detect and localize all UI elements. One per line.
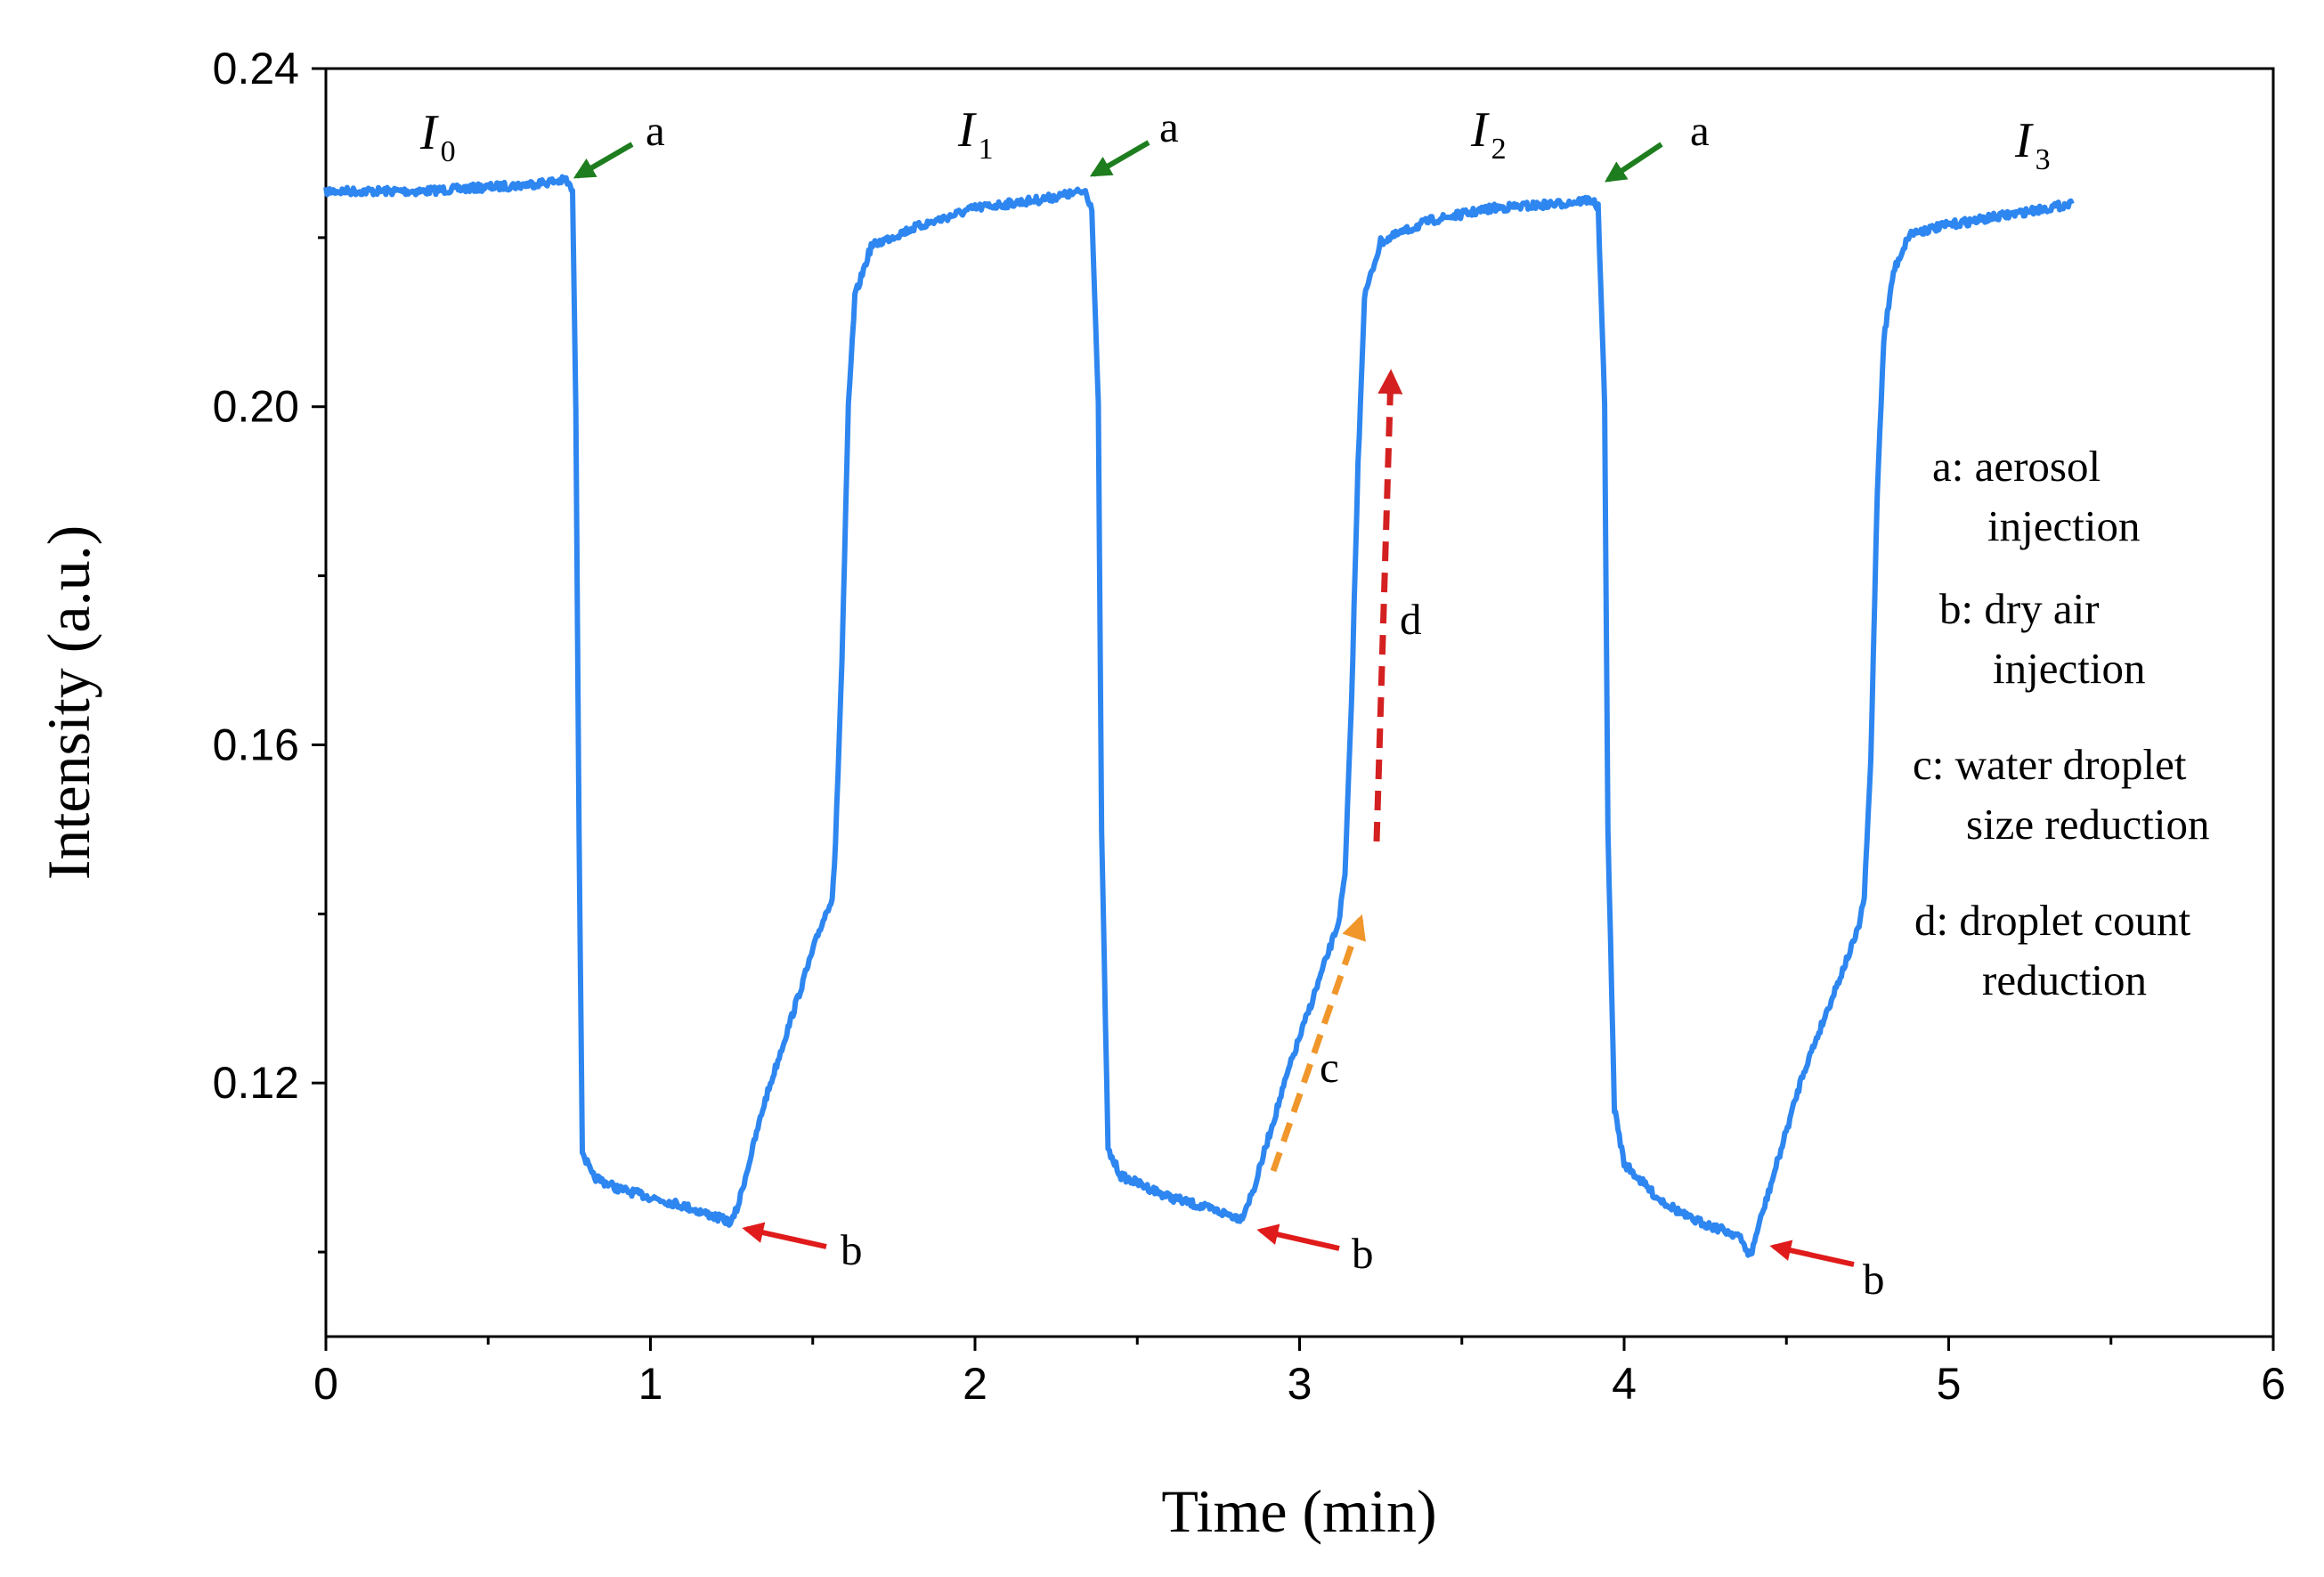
y-axis-title: Intensity (a.u.)	[35, 525, 102, 880]
label-b-2: b	[1352, 1229, 1374, 1278]
label-c: c	[1320, 1043, 1339, 1092]
note-d-line1: d: droplet count	[1914, 896, 2191, 945]
x-axis-ticks: 0 1 2 3 4 5 6	[313, 1337, 2286, 1409]
x-tick-label: 2	[963, 1359, 987, 1409]
legend-notes: a: aerosol injection b: dry air injectio…	[1913, 442, 2209, 1004]
y-tick-label: 0.24	[213, 44, 299, 93]
intensity-series-line	[323, 174, 2075, 1258]
note-a-line2: injection	[1987, 501, 2140, 550]
y-axis-ticks: 0.12 0.16 0.20 0.24	[213, 44, 326, 1254]
y-tick-label: 0.20	[213, 382, 299, 432]
y-tick-label: 0.16	[213, 719, 299, 769]
note-b-line1: b: dry air	[1939, 584, 2100, 633]
arrow-c-dashed	[1270, 914, 1366, 1173]
note-b-line2: injection	[1993, 644, 2145, 693]
note-a-line1: a: aerosol	[1932, 442, 2101, 491]
label-a-1: a	[646, 106, 665, 155]
label-b-3: b	[1863, 1255, 1885, 1304]
arrow-b-1	[742, 1222, 827, 1249]
arrow-d-dashed	[1373, 369, 1403, 842]
x-tick-label: 4	[1612, 1359, 1637, 1409]
label-d: d	[1400, 595, 1422, 644]
note-c-line2: size reduction	[1966, 800, 2209, 849]
label-a-2: a	[1159, 102, 1179, 151]
x-tick-label: 1	[638, 1359, 663, 1409]
x-tick-label: 6	[2261, 1359, 2286, 1409]
plot-frame	[324, 67, 2275, 1338]
label-b-1: b	[841, 1225, 863, 1274]
note-d-line2: reduction	[1982, 955, 2147, 1004]
arrow-a-2	[1089, 140, 1150, 177]
arrow-b-2	[1256, 1223, 1340, 1251]
arrow-a-3	[1605, 142, 1663, 183]
arrow-a-1	[573, 142, 634, 179]
x-tick-label: 5	[1937, 1359, 1962, 1409]
x-tick-label: 3	[1288, 1359, 1312, 1409]
y-tick-label: 0.12	[213, 1058, 299, 1108]
x-tick-label: 0	[313, 1359, 338, 1409]
arrow-b-3	[1769, 1240, 1855, 1267]
label-a-3: a	[1690, 106, 1710, 155]
note-c-line1: c: water droplet	[1913, 740, 2187, 789]
x-axis-title: Time (min)	[1161, 1477, 1436, 1545]
